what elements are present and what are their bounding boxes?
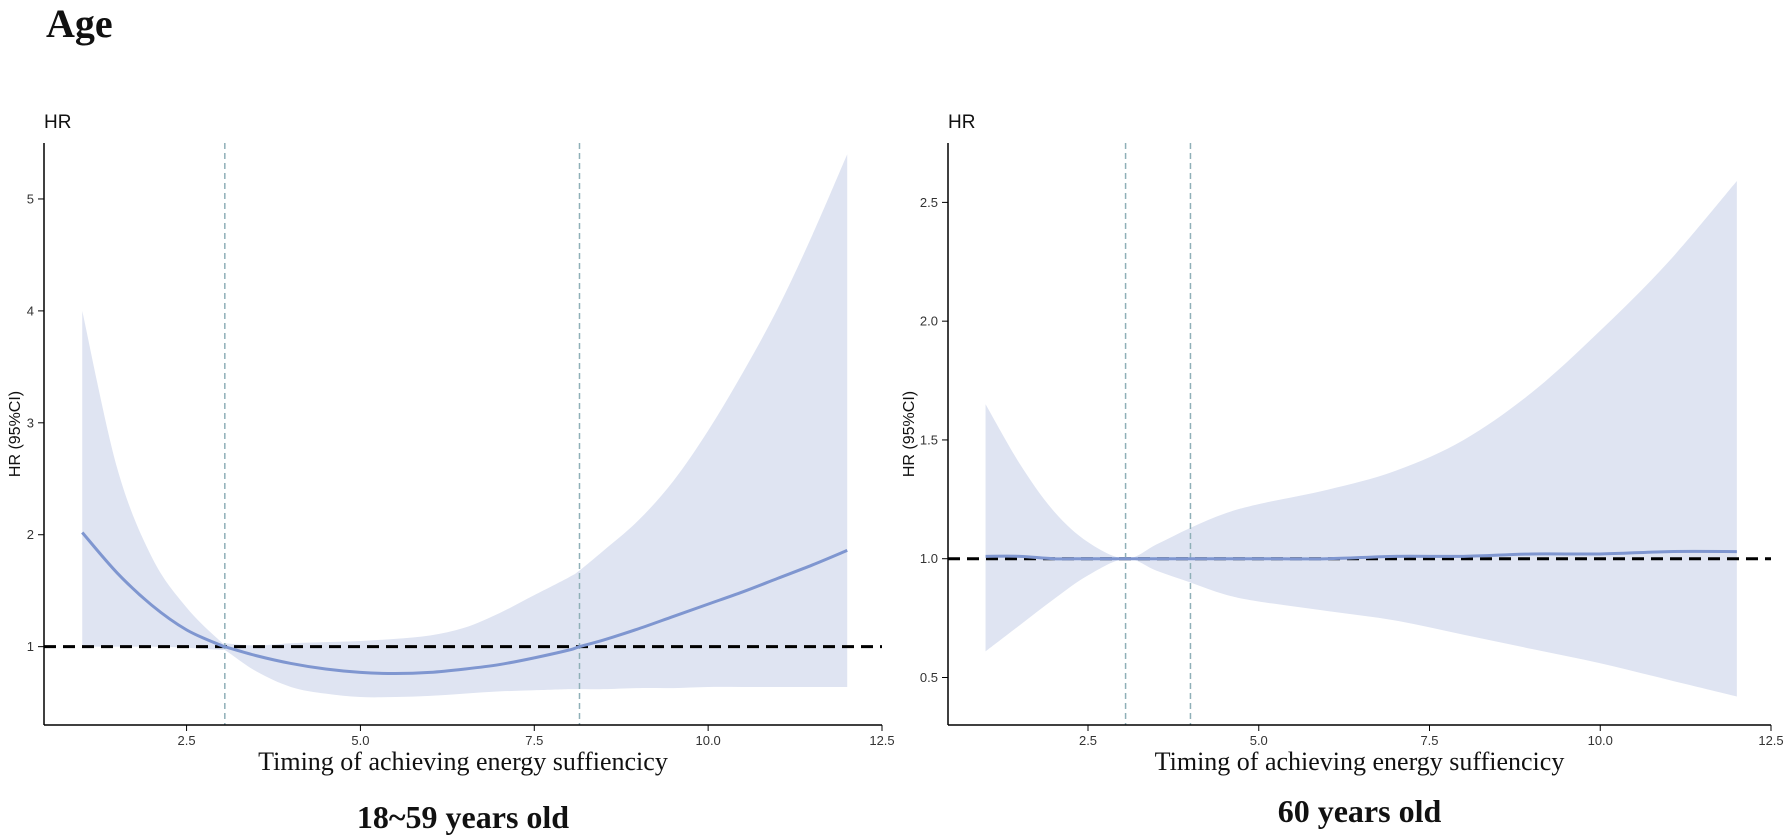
y-axis-label: HR (95%CI) bbox=[7, 391, 24, 477]
x-axis-label: Timing of achieving energy suffiencicy bbox=[1155, 747, 1565, 776]
y-tick-label: 5 bbox=[27, 191, 34, 206]
y-tick-label: 0.5 bbox=[920, 670, 938, 685]
chart-subtitle: 60 years old bbox=[1278, 793, 1442, 829]
page-title: Age bbox=[46, 1, 113, 46]
y-tick-label: 3 bbox=[27, 415, 34, 430]
x-tick-label: 10.0 bbox=[695, 733, 720, 748]
x-tick-label: 7.5 bbox=[1420, 733, 1438, 748]
x-axis-label: Timing of achieving energy suffiencicy bbox=[258, 747, 668, 776]
x-tick-label: 12.5 bbox=[869, 733, 894, 748]
x-tick-label: 5.0 bbox=[351, 733, 369, 748]
chart-panel-60: 2.5 5.0 7.5 10.0 12.5 0.5 1.0 1.5 2.0 2.5 HR HR (95… bbox=[901, 112, 1784, 829]
y-tick-label: 1.5 bbox=[920, 432, 938, 447]
y-tick-label: 1.0 bbox=[920, 551, 938, 566]
chart-subtitle: 18~59 years old bbox=[357, 799, 569, 835]
y-tick-label: 2.5 bbox=[920, 195, 938, 210]
x-tick-label: 2.5 bbox=[178, 733, 196, 748]
y-tick-label: 2 bbox=[27, 527, 34, 542]
x-tick-label: 10.0 bbox=[1588, 733, 1613, 748]
y-tick-label: 4 bbox=[27, 303, 34, 318]
y-tick-label: 2.0 bbox=[920, 314, 938, 329]
y-axis-label: HR (95%CI) bbox=[901, 391, 918, 477]
ci-band bbox=[82, 154, 848, 698]
chart-panel-18-59: 2.5 5.0 7.5 10.0 12.5 1 2 3 4 5 HR HR (95%CI) Timing… bbox=[7, 112, 895, 835]
x-tick-label: 2.5 bbox=[1079, 733, 1097, 748]
ci-band bbox=[985, 181, 1737, 697]
x-tick-label: 7.5 bbox=[525, 733, 543, 748]
hr-curve bbox=[985, 549, 1737, 561]
x-tick-label: 5.0 bbox=[1250, 733, 1268, 748]
corner-label: HR bbox=[44, 112, 71, 133]
x-tick-label: 12.5 bbox=[1758, 733, 1783, 748]
corner-label: HR bbox=[948, 112, 975, 133]
y-tick-label: 1 bbox=[27, 639, 34, 654]
hr-curve bbox=[81, 531, 848, 676]
